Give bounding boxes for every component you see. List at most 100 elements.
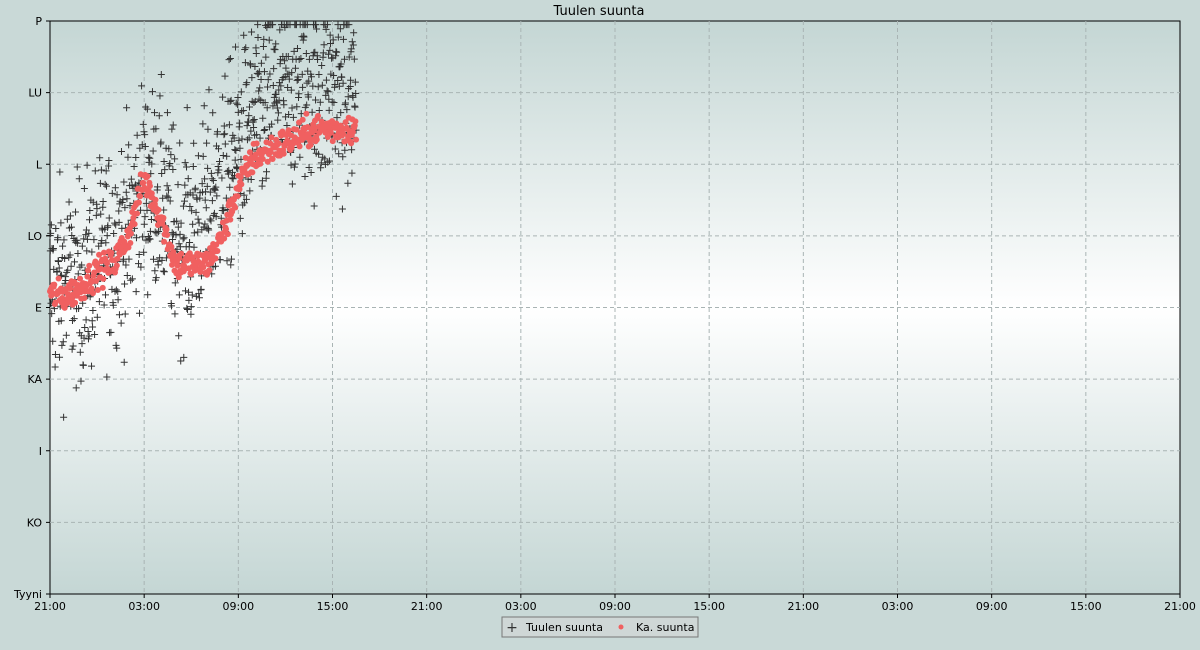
avg-point bbox=[342, 119, 349, 126]
raw-point bbox=[211, 186, 219, 194]
raw-point bbox=[107, 328, 115, 336]
raw-point bbox=[227, 261, 235, 269]
raw-point bbox=[78, 340, 86, 348]
raw-point bbox=[180, 197, 188, 205]
raw-point bbox=[195, 294, 203, 302]
raw-point bbox=[118, 199, 126, 207]
raw-point bbox=[263, 168, 271, 176]
raw-point bbox=[344, 93, 352, 101]
raw-point bbox=[344, 179, 352, 187]
raw-point bbox=[338, 205, 346, 213]
raw-point bbox=[188, 291, 196, 299]
raw-point bbox=[305, 55, 313, 63]
raw-point bbox=[125, 255, 133, 263]
raw-point bbox=[85, 229, 93, 237]
raw-point bbox=[345, 21, 353, 29]
raw-point bbox=[152, 274, 160, 282]
raw-point bbox=[78, 242, 86, 250]
raw-point bbox=[138, 82, 146, 90]
raw-point bbox=[136, 309, 144, 317]
raw-point bbox=[269, 21, 277, 29]
avg-point bbox=[113, 262, 120, 269]
raw-point bbox=[47, 221, 55, 229]
raw-point bbox=[234, 93, 242, 101]
raw-point bbox=[317, 159, 325, 167]
raw-point bbox=[241, 59, 249, 67]
raw-point bbox=[109, 301, 117, 309]
raw-point bbox=[243, 79, 251, 87]
raw-point bbox=[272, 40, 280, 48]
raw-point bbox=[269, 81, 277, 89]
raw-point bbox=[229, 175, 237, 183]
raw-point bbox=[81, 323, 89, 331]
avg-point bbox=[212, 255, 219, 262]
raw-point bbox=[132, 234, 140, 242]
raw-point bbox=[310, 202, 318, 210]
raw-point bbox=[130, 163, 138, 171]
raw-point bbox=[158, 256, 166, 264]
raw-point bbox=[271, 46, 279, 54]
raw-point bbox=[133, 131, 141, 139]
raw-point bbox=[339, 35, 347, 43]
raw-point bbox=[198, 180, 206, 188]
raw-point bbox=[98, 237, 106, 245]
raw-point bbox=[204, 125, 212, 133]
avg-point bbox=[94, 286, 101, 293]
avg-point bbox=[214, 247, 221, 254]
raw-point bbox=[72, 208, 80, 216]
raw-point bbox=[57, 317, 65, 325]
raw-point bbox=[160, 268, 168, 276]
raw-point bbox=[163, 109, 171, 117]
raw-point bbox=[212, 183, 220, 191]
raw-point bbox=[123, 195, 131, 203]
raw-point bbox=[332, 48, 340, 56]
raw-point bbox=[223, 152, 231, 160]
raw-point bbox=[203, 182, 211, 190]
raw-point bbox=[183, 104, 191, 112]
raw-point bbox=[320, 41, 328, 49]
raw-point bbox=[62, 331, 70, 339]
avg-point bbox=[84, 273, 91, 280]
raw-point bbox=[338, 73, 346, 81]
raw-point bbox=[68, 345, 76, 353]
raw-point bbox=[197, 285, 205, 293]
raw-point bbox=[295, 90, 303, 98]
avg-point bbox=[89, 290, 96, 297]
raw-point bbox=[290, 163, 298, 171]
y-tick-label: Tyyni bbox=[13, 588, 42, 601]
raw-point bbox=[323, 21, 331, 29]
raw-point bbox=[97, 210, 105, 218]
raw-point bbox=[199, 152, 207, 160]
avg-point bbox=[280, 150, 287, 157]
x-tick-label: 03:00 bbox=[882, 600, 914, 613]
raw-point bbox=[282, 64, 290, 72]
avg-point bbox=[352, 118, 359, 125]
raw-point bbox=[235, 136, 243, 144]
raw-point bbox=[190, 139, 198, 147]
avg-point bbox=[174, 262, 181, 269]
raw-point bbox=[231, 146, 239, 154]
avg-point bbox=[249, 169, 256, 176]
y-tick-label: L bbox=[36, 158, 43, 171]
raw-point bbox=[185, 296, 193, 304]
raw-point bbox=[250, 98, 258, 106]
raw-point bbox=[247, 176, 255, 184]
raw-point bbox=[318, 61, 326, 69]
raw-point bbox=[319, 49, 327, 57]
raw-point bbox=[225, 121, 233, 129]
raw-point bbox=[225, 166, 233, 174]
avg-point bbox=[353, 136, 360, 143]
raw-point bbox=[254, 34, 262, 42]
raw-point bbox=[85, 332, 93, 340]
raw-point bbox=[183, 304, 191, 312]
raw-point bbox=[307, 168, 315, 176]
raw-point bbox=[191, 184, 199, 192]
raw-point bbox=[206, 215, 214, 223]
raw-point bbox=[264, 76, 272, 84]
raw-point bbox=[316, 98, 324, 106]
raw-point bbox=[47, 229, 55, 237]
raw-point bbox=[209, 176, 217, 184]
raw-point bbox=[121, 280, 129, 288]
raw-point bbox=[312, 21, 320, 29]
avg-point bbox=[85, 267, 92, 274]
